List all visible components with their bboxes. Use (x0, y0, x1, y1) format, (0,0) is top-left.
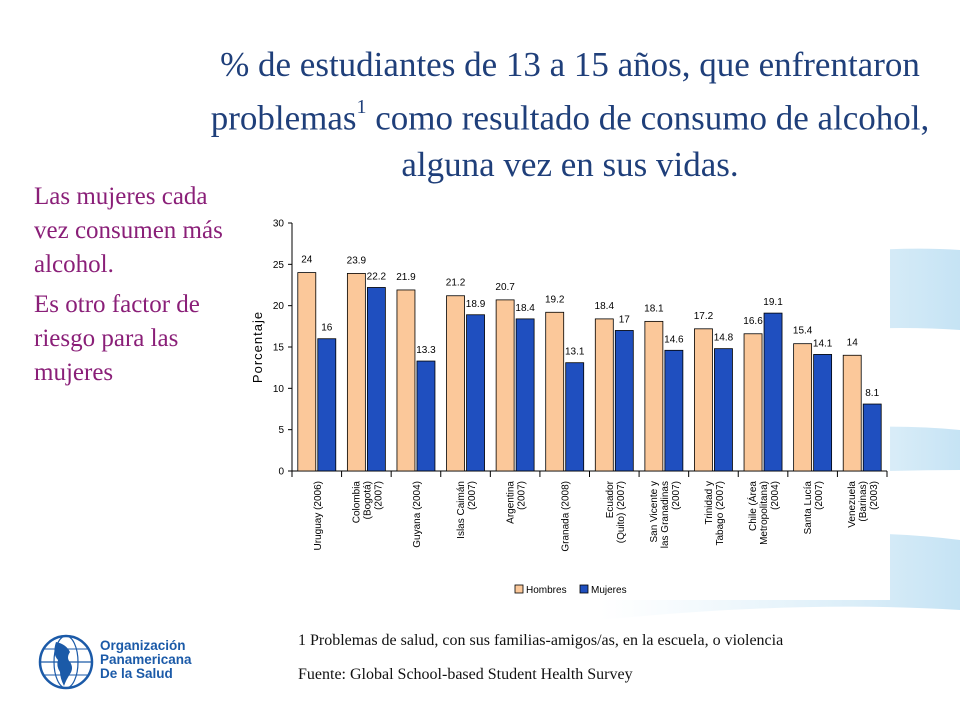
data-label-hombres: 21.2 (446, 278, 466, 289)
y-tick-label: 5 (278, 425, 284, 436)
side-paragraph-1: Las mujeres cada vez consumen más alcoho… (34, 183, 223, 278)
data-label-hombres: 23.9 (347, 255, 367, 266)
data-label-hombres: 20.7 (495, 282, 515, 293)
bar-mujeres (664, 349, 684, 472)
bar-hombres (594, 318, 614, 472)
data-label-mujeres: 18.4 (515, 303, 535, 314)
bar-hombres (297, 272, 317, 472)
x-tick-label: Granada (2008) (561, 481, 572, 552)
data-label-hombres: 14 (847, 337, 859, 348)
bar-hombres (396, 289, 416, 472)
title-text-continued: como resultado de consumo de alcohol, al… (366, 98, 930, 184)
logo-line-2: Panamericana (100, 652, 192, 667)
page-title: % de estudiantes de 13 a 15 años, que en… (190, 42, 950, 188)
x-tick-label: Uruguay (2006) (313, 481, 324, 550)
data-label-mujeres: 19.1 (763, 297, 783, 308)
data-label-hombres: 17.2 (694, 311, 714, 322)
bar-mujeres (862, 403, 882, 472)
data-label-hombres: 16.6 (743, 316, 763, 327)
bar-mujeres (366, 287, 386, 472)
bar-mujeres (317, 338, 337, 472)
data-label-hombres: 18.4 (595, 301, 615, 312)
chart-panel: 0 5 10 15 20 25 30 Porcentaje 24 23.9 21.9 21.2 20.7… (240, 195, 890, 600)
bar-hombres (644, 320, 664, 472)
data-label-mujeres: 18.9 (466, 299, 486, 310)
legend-swatch-mujeres (579, 584, 589, 594)
bar-hombres (346, 273, 366, 472)
y-tick-label: 25 (273, 260, 285, 271)
x-tick-label: Venezuela(Barinas)(2003) (847, 481, 880, 528)
bar-hombres (743, 333, 763, 472)
data-label-mujeres: 22.2 (367, 271, 387, 282)
side-paragraph-2: Es otro factor de riesgo para las mujere… (34, 291, 200, 386)
bar-chart: 0 5 10 15 20 25 30 Porcentaje 24 23.9 21.9 21.2 20.7… (250, 219, 888, 596)
data-label-mujeres: 14.6 (664, 334, 684, 345)
data-label-hombres: 19.2 (545, 294, 565, 305)
x-tick-label: Chile (ÁreaMetropolitana)(2004) (746, 481, 781, 545)
logo-line-1: Organización (100, 638, 186, 653)
data-label-mujeres: 8.1 (865, 388, 879, 399)
bar-mujeres (763, 312, 783, 472)
data-label-mujeres: 14.1 (813, 338, 833, 349)
bar-mujeres (416, 360, 436, 472)
data-label-mujeres: 13.3 (416, 345, 436, 356)
logo-line-3: De la Salud (100, 666, 173, 681)
bar-mujeres (565, 362, 585, 472)
bar-mujeres (515, 318, 535, 472)
y-axis-label: Porcentaje (250, 311, 265, 383)
y-tick-label: 15 (273, 343, 285, 354)
bar-mujeres (614, 330, 634, 472)
source-note: Fuente: Global School-based Student Heal… (298, 666, 633, 683)
bar-hombres (842, 354, 862, 472)
data-label-hombres: 21.9 (396, 272, 416, 283)
bar-mujeres (714, 348, 733, 472)
legend-swatch-hombres (514, 584, 524, 594)
bar-hombres (545, 311, 565, 472)
data-label-hombres: 15.4 (793, 326, 813, 337)
legend-label-hombres: Hombres (526, 585, 567, 596)
x-tick-label: Santa Lucía(2007) (803, 481, 825, 535)
y-tick-label: 0 (278, 467, 284, 478)
data-label-hombres: 24 (301, 255, 313, 266)
bar-mujeres (466, 314, 485, 472)
data-label-mujeres: 16 (321, 323, 333, 334)
bar-mujeres (813, 354, 833, 472)
data-label-hombres: 18.1 (644, 303, 664, 314)
data-label-mujeres: 14.8 (714, 333, 734, 344)
bar-hombres (793, 343, 813, 472)
y-tick-label: 30 (273, 219, 285, 230)
paho-logo: Organización Panamericana De la Salud (36, 632, 236, 692)
x-tick-label: Colombia(Bogotá)(2007) (351, 481, 384, 524)
title-footnote-marker: 1 (356, 96, 367, 118)
data-label-mujeres: 17 (619, 314, 631, 325)
x-tick-label: Argentina(2007) (506, 481, 528, 524)
bar-hombres (446, 295, 465, 472)
x-tick-label: Trinidad yTabago (2007) (704, 481, 726, 546)
footnote: 1 Problemas de salud, con sus familias-a… (298, 632, 784, 649)
side-commentary: Las mujeres cada vez consumen más alcoho… (34, 180, 224, 396)
x-tick-label: Guyana (2004) (412, 481, 423, 548)
y-tick-label: 10 (273, 384, 285, 395)
bar-hombres (694, 328, 713, 472)
title-text: % de estudiantes de 13 a 15 años, que en… (210, 45, 920, 138)
data-label-mujeres: 13.1 (565, 347, 585, 358)
bar-hombres (495, 299, 515, 472)
x-tick-label: San Vicente ylas Granadinas(2007) (649, 481, 682, 548)
logo-text: Organización Panamericana De la Salud (100, 639, 192, 681)
globe-icon (38, 634, 94, 690)
y-tick-label: 20 (273, 301, 285, 312)
x-tick-label: Islas Caimán(2007) (456, 481, 478, 539)
x-tick-label: Ecuador(Quito) (2007) (605, 480, 627, 543)
legend-label-mujeres: Mujeres (591, 585, 627, 596)
